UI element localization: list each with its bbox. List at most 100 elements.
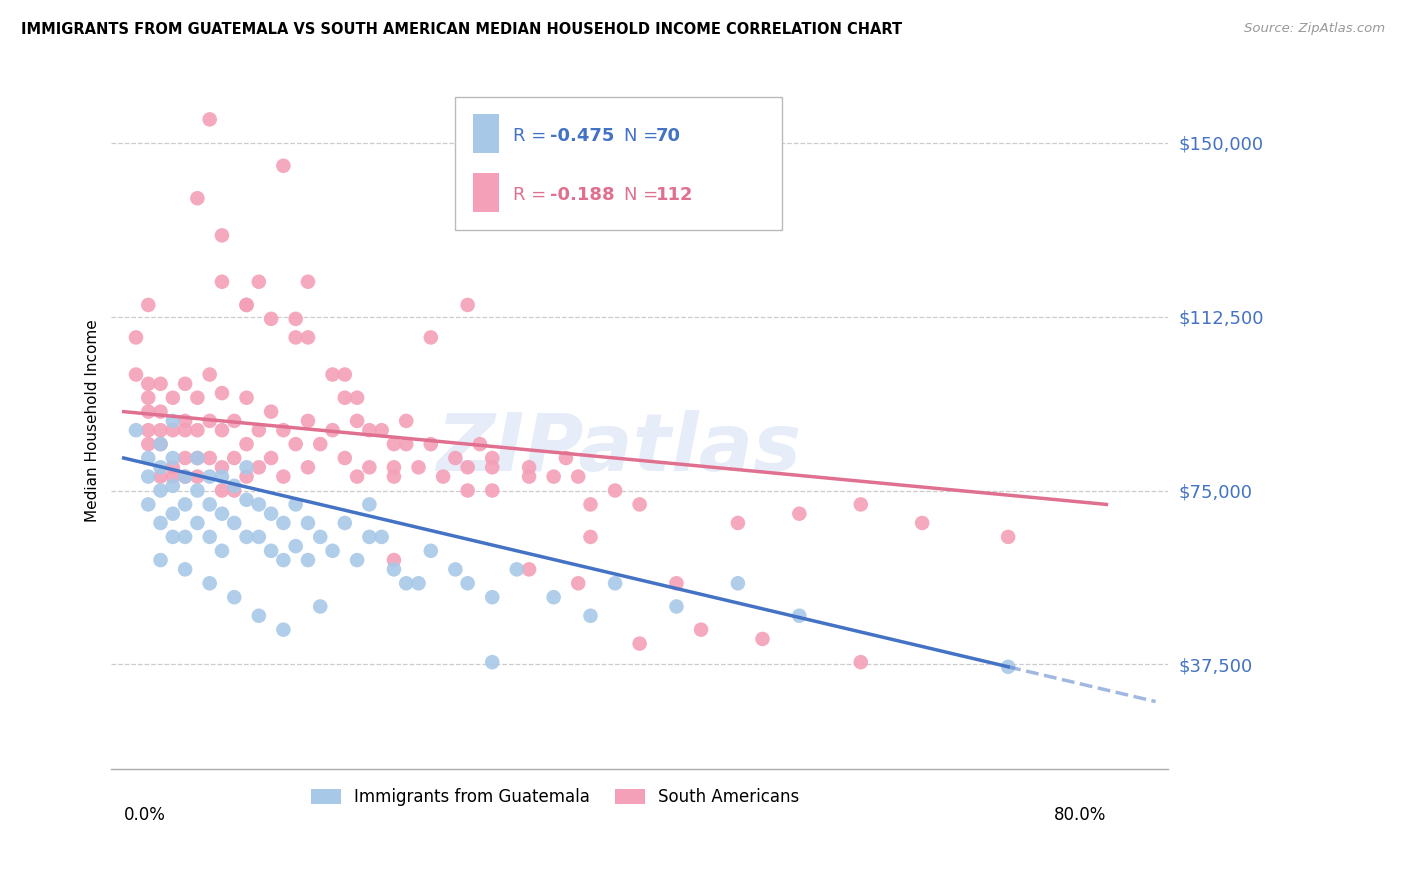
Point	[727, 516, 749, 530]
Point	[198, 469, 221, 483]
Point	[162, 479, 184, 493]
Point	[297, 460, 319, 475]
Point	[247, 460, 270, 475]
Point	[297, 553, 319, 567]
Point	[149, 516, 172, 530]
Point	[198, 414, 221, 428]
Point	[603, 483, 626, 498]
Point	[273, 553, 295, 567]
Point	[136, 423, 159, 437]
Point	[273, 623, 295, 637]
Point	[174, 530, 197, 544]
Point	[997, 530, 1019, 544]
Point	[395, 414, 418, 428]
Point	[481, 591, 503, 605]
Point	[235, 530, 257, 544]
Point	[284, 330, 307, 344]
Point	[235, 298, 257, 312]
Point	[382, 437, 405, 451]
Point	[628, 497, 651, 511]
Point	[997, 660, 1019, 674]
Point	[224, 414, 246, 428]
Point	[628, 637, 651, 651]
FancyBboxPatch shape	[472, 173, 499, 212]
Point	[198, 368, 221, 382]
Point	[174, 562, 197, 576]
Point	[346, 469, 368, 483]
Point	[136, 469, 159, 483]
Point	[665, 576, 688, 591]
Point	[186, 423, 208, 437]
Point	[408, 576, 430, 591]
Point	[370, 530, 392, 544]
Point	[162, 469, 184, 483]
Point	[149, 376, 172, 391]
Point	[174, 469, 197, 483]
Point	[322, 543, 344, 558]
Point	[198, 497, 221, 511]
Point	[273, 516, 295, 530]
Point	[174, 414, 197, 428]
Point	[567, 469, 589, 483]
Point	[284, 437, 307, 451]
Point	[457, 460, 479, 475]
Point	[186, 516, 208, 530]
Text: IMMIGRANTS FROM GUATEMALA VS SOUTH AMERICAN MEDIAN HOUSEHOLD INCOME CORRELATION : IMMIGRANTS FROM GUATEMALA VS SOUTH AMERI…	[21, 22, 903, 37]
Point	[235, 437, 257, 451]
Point	[359, 423, 381, 437]
Point	[211, 228, 233, 243]
Point	[149, 483, 172, 498]
Point	[224, 591, 246, 605]
Point	[468, 437, 491, 451]
Point	[136, 404, 159, 418]
Point	[333, 450, 356, 465]
Point	[555, 450, 578, 465]
Point	[395, 437, 418, 451]
Point	[543, 469, 565, 483]
Point	[727, 576, 749, 591]
Point	[235, 298, 257, 312]
Point	[136, 298, 159, 312]
Point	[284, 539, 307, 553]
Point	[247, 423, 270, 437]
Point	[284, 497, 307, 511]
Point	[149, 553, 172, 567]
Point	[186, 450, 208, 465]
Point	[235, 460, 257, 475]
Point	[211, 275, 233, 289]
Point	[481, 460, 503, 475]
Point	[481, 655, 503, 669]
Point	[395, 576, 418, 591]
Point	[247, 497, 270, 511]
Point	[579, 497, 602, 511]
Point	[370, 423, 392, 437]
Point	[162, 530, 184, 544]
Point	[149, 423, 172, 437]
Point	[211, 469, 233, 483]
Point	[162, 423, 184, 437]
Point	[149, 469, 172, 483]
Point	[382, 562, 405, 576]
Point	[149, 437, 172, 451]
Text: ZIPatlas: ZIPatlas	[436, 409, 801, 488]
Point	[543, 591, 565, 605]
Point	[567, 576, 589, 591]
Point	[211, 386, 233, 401]
Point	[125, 330, 148, 344]
FancyBboxPatch shape	[454, 97, 782, 229]
Text: N =: N =	[624, 186, 664, 203]
Point	[309, 437, 332, 451]
Point	[174, 376, 197, 391]
Point	[346, 414, 368, 428]
Point	[174, 497, 197, 511]
Point	[125, 368, 148, 382]
Point	[297, 330, 319, 344]
Point	[346, 553, 368, 567]
Text: 112: 112	[655, 186, 693, 203]
Point	[186, 191, 208, 205]
Point	[186, 469, 208, 483]
Point	[346, 391, 368, 405]
Point	[136, 391, 159, 405]
Point	[247, 530, 270, 544]
Point	[690, 623, 713, 637]
